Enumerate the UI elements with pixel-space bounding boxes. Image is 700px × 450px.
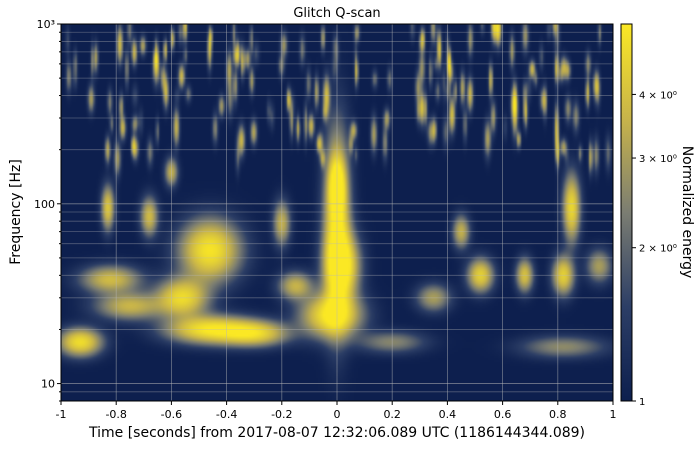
- x-tick-label: -1: [56, 408, 67, 421]
- x-tick-label: -0.8: [105, 408, 126, 421]
- x-tick-label: 0.6: [494, 408, 512, 421]
- y-axis-label: Frequency [Hz]: [8, 159, 24, 265]
- x-tick-label: 0.8: [549, 408, 567, 421]
- y-axis: 10 100 10³: [34, 18, 61, 402]
- grid-lines: [61, 24, 613, 401]
- x-tick-label: -0.2: [271, 408, 292, 421]
- chart-title: Glitch Q-scan: [293, 6, 380, 21]
- y-tick-label: 100: [34, 198, 55, 211]
- plot-area: [61, 24, 613, 401]
- colorbar-tick-label: 1: [639, 397, 645, 408]
- x-tick-label: 0.2: [383, 408, 401, 421]
- colorbar-label: Normalized energy: [679, 146, 695, 279]
- colorbar-tick-label: 3 × 10⁰: [639, 154, 677, 165]
- y-tick-label: 10: [41, 378, 55, 391]
- x-axis: -1 -0.8 -0.6 -0.4 -0.2 0 0.2 0.4 0.6 0.8 1: [56, 401, 617, 421]
- x-axis-label: Time [seconds] from 2017-08-07 12:32:06.…: [88, 425, 585, 441]
- x-tick-label: 0.4: [439, 408, 457, 421]
- colorbar-tick-label: 4 × 10⁰: [639, 90, 677, 101]
- x-tick-label: -0.4: [216, 408, 237, 421]
- x-tick-label: 1: [610, 408, 617, 421]
- colorbar: [620, 23, 633, 402]
- colorbar-axis: 1 2 × 10⁰ 3 × 10⁰ 4 × 10⁰: [632, 90, 677, 408]
- y-tick-label: 10³: [37, 18, 55, 31]
- x-tick-label: 0: [334, 408, 341, 421]
- colorbar-tick-label: 2 × 10⁰: [639, 244, 677, 255]
- x-tick-label: -0.6: [161, 408, 182, 421]
